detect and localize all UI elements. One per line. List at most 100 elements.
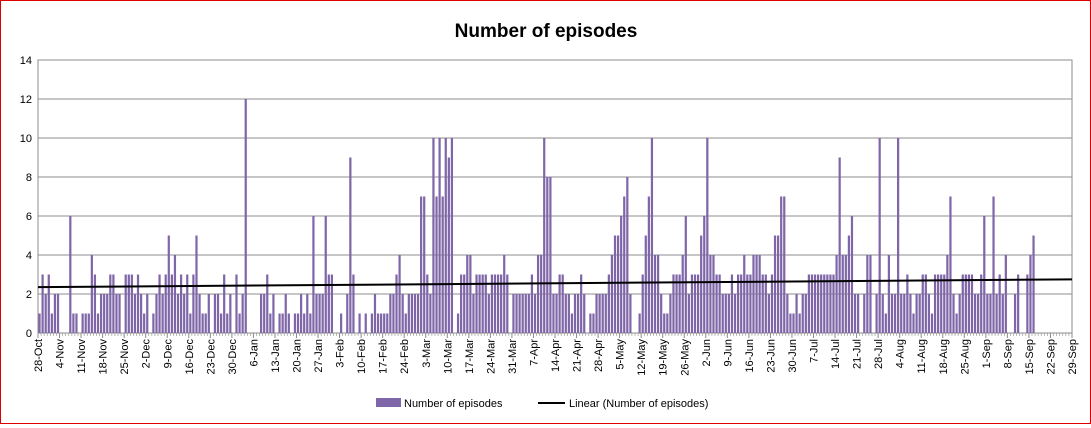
bar [601,294,604,333]
bar [943,274,946,333]
bar [179,274,183,333]
legend-label-trend: Linear (Number of episodes) [569,398,708,410]
bar [761,274,764,333]
y-tick-label: 4 [26,250,32,262]
bar [527,294,530,333]
bar [906,274,909,333]
bar [146,294,149,333]
bar [466,255,469,333]
bar [866,255,869,333]
bar [484,274,487,333]
bar [133,294,137,333]
bar [650,138,654,333]
bar [420,196,423,333]
x-tick-label: 5-May [615,339,627,370]
x-tick-label: 11-Aug [916,339,928,374]
bar [558,274,561,333]
bar [675,274,678,333]
bar [1026,274,1029,333]
bar [995,294,998,333]
bar [306,294,309,333]
bar [561,274,564,333]
bar [715,274,718,333]
bar [829,274,832,333]
bar [124,274,127,333]
bar [576,294,580,333]
bar [721,294,724,333]
bar [752,255,755,333]
x-tick-label: 9-Dec [162,339,174,369]
bar [847,235,850,333]
legend: Number of episodes Linear (Number of epi… [376,398,708,410]
bar [989,294,992,333]
bar [724,294,727,333]
bar [410,294,414,333]
bar [690,274,694,333]
bar [826,274,829,333]
bar [260,294,263,333]
x-tick-label: 30-Jun [787,339,799,373]
bar [789,313,792,333]
bar [746,274,749,333]
bar [696,274,700,333]
bar [927,294,931,333]
trendline [37,278,1073,289]
bar [921,274,924,333]
bar [506,274,509,333]
bar [850,216,854,333]
y-tick-label: 8 [26,172,32,184]
bar [158,274,161,333]
bar [970,274,974,333]
bar [807,274,810,333]
bar [318,294,321,333]
bar [536,255,540,333]
y-axis: 0 2 4 6 8 10 12 14 [20,55,32,340]
bar [641,274,644,333]
bar [961,274,964,333]
bar [820,274,823,333]
bar [426,274,429,333]
bar [87,313,90,333]
bar [50,313,53,333]
bar [404,313,407,333]
bar [903,294,906,333]
bar [570,313,574,333]
bar [219,313,223,333]
bar [490,274,494,333]
bar [792,313,795,333]
bar [173,255,177,333]
bar [493,274,497,333]
bar [915,294,918,333]
bar [238,313,241,333]
x-tick-label: 19-May [658,339,670,376]
bar [749,274,752,333]
bar [660,294,663,333]
bar [235,274,238,333]
x-tick-label: 30-Dec [227,339,239,375]
bar [115,294,118,333]
bar [500,274,503,333]
bar [718,274,721,333]
bar [767,294,770,333]
bar [416,294,420,333]
bar [869,255,872,333]
bar [930,313,934,333]
bar [518,294,521,333]
bar [740,274,743,333]
bar [284,294,287,333]
bar [213,294,217,333]
bar [1001,294,1004,333]
bar [663,313,666,333]
x-tick-label: 4-Aug [895,339,907,368]
bar [136,274,140,333]
bar [269,313,272,333]
x-tick-label: 9-Jun [722,339,734,367]
bar [90,255,93,333]
bar [176,294,180,333]
bar [1029,255,1032,333]
bar [804,294,807,333]
bar [398,255,401,333]
x-tick-label: 29-Sep [1067,339,1079,374]
x-tick-label: 11-Nov [76,339,88,374]
bar [38,313,41,333]
